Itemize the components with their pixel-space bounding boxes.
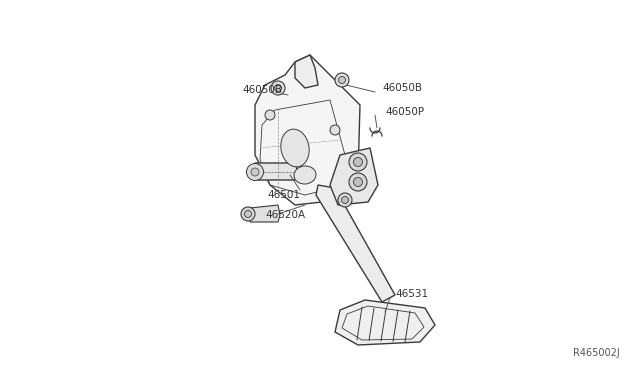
Polygon shape	[255, 55, 360, 205]
Circle shape	[339, 77, 346, 83]
Polygon shape	[335, 300, 435, 345]
Polygon shape	[330, 148, 378, 205]
Text: 46050B: 46050B	[242, 85, 282, 95]
Circle shape	[342, 196, 349, 203]
Circle shape	[271, 81, 285, 95]
Text: 46050P: 46050P	[385, 107, 424, 117]
Polygon shape	[295, 55, 318, 88]
Circle shape	[335, 73, 349, 87]
Text: 46050B: 46050B	[382, 83, 422, 93]
Circle shape	[246, 164, 264, 180]
Polygon shape	[250, 205, 280, 222]
Text: 46520A: 46520A	[265, 210, 305, 220]
Circle shape	[241, 207, 255, 221]
Circle shape	[275, 84, 282, 92]
Circle shape	[244, 211, 252, 218]
Circle shape	[353, 177, 362, 186]
Circle shape	[265, 110, 275, 120]
Polygon shape	[252, 163, 298, 180]
Polygon shape	[316, 185, 395, 302]
Circle shape	[349, 153, 367, 171]
Circle shape	[251, 168, 259, 176]
Circle shape	[349, 173, 367, 191]
Ellipse shape	[294, 166, 316, 184]
Text: 46501: 46501	[267, 190, 300, 200]
Circle shape	[338, 193, 352, 207]
Text: 46531: 46531	[395, 289, 428, 299]
Circle shape	[330, 125, 340, 135]
Ellipse shape	[281, 129, 309, 167]
Circle shape	[353, 157, 362, 167]
Text: R465002J: R465002J	[573, 348, 620, 358]
